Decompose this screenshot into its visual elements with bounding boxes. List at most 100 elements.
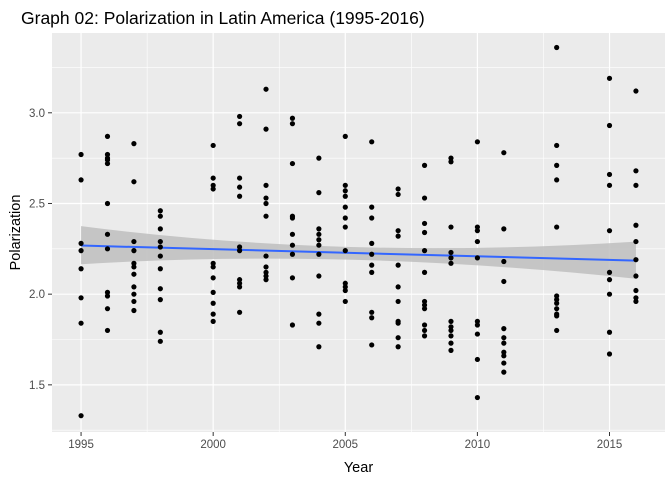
data-point bbox=[554, 313, 560, 319]
data-point bbox=[236, 121, 243, 127]
data-point bbox=[342, 204, 348, 210]
data-point bbox=[210, 142, 216, 149]
data-point bbox=[448, 224, 454, 230]
data-points bbox=[78, 44, 639, 419]
data-point bbox=[421, 269, 428, 275]
x-axis-title: Year bbox=[344, 460, 373, 476]
data-point bbox=[633, 298, 639, 305]
data-point bbox=[263, 213, 269, 219]
data-point bbox=[263, 126, 269, 132]
y-tick-label: 1.5 bbox=[29, 380, 45, 392]
data-point bbox=[263, 195, 269, 201]
data-point bbox=[236, 309, 243, 315]
data-point bbox=[448, 155, 454, 161]
data-point bbox=[474, 228, 481, 234]
data-point bbox=[369, 204, 375, 210]
data-point bbox=[501, 353, 507, 359]
data-point bbox=[289, 322, 296, 328]
data-point bbox=[633, 222, 639, 228]
data-point bbox=[369, 269, 375, 275]
data-point bbox=[131, 271, 137, 277]
data-point bbox=[157, 213, 163, 219]
data-point bbox=[263, 277, 269, 283]
data-point bbox=[236, 244, 243, 250]
data-point bbox=[104, 246, 111, 252]
data-point bbox=[263, 86, 269, 92]
data-point bbox=[369, 262, 375, 268]
data-point bbox=[395, 284, 401, 290]
data-point bbox=[131, 291, 137, 297]
data-point bbox=[554, 177, 560, 183]
data-point bbox=[474, 318, 481, 324]
x-tick-label: 2005 bbox=[332, 439, 358, 451]
x-tick-label: 2015 bbox=[597, 439, 623, 451]
data-point bbox=[236, 280, 243, 286]
data-point bbox=[421, 298, 428, 305]
data-point bbox=[131, 248, 137, 254]
data-point bbox=[448, 324, 454, 330]
data-point bbox=[104, 133, 111, 139]
data-point bbox=[157, 266, 163, 272]
data-point bbox=[474, 255, 481, 261]
data-point bbox=[263, 200, 269, 207]
data-point bbox=[501, 360, 507, 366]
data-point bbox=[289, 160, 296, 167]
data-point bbox=[157, 297, 163, 303]
data-point bbox=[289, 275, 296, 281]
data-point bbox=[131, 298, 137, 305]
data-point bbox=[421, 162, 428, 168]
plot-panel bbox=[52, 33, 665, 432]
data-point bbox=[157, 338, 163, 344]
data-point bbox=[316, 237, 322, 243]
data-point bbox=[554, 44, 560, 51]
data-point bbox=[316, 155, 322, 161]
data-point bbox=[104, 293, 111, 299]
data-point bbox=[210, 186, 216, 192]
data-point bbox=[78, 240, 84, 246]
data-point bbox=[448, 260, 454, 266]
data-point bbox=[236, 175, 243, 181]
data-point bbox=[633, 273, 639, 279]
data-point bbox=[342, 248, 348, 254]
data-point bbox=[131, 284, 137, 290]
data-point bbox=[501, 349, 507, 355]
data-point bbox=[448, 340, 454, 346]
data-point bbox=[316, 311, 322, 317]
data-point bbox=[421, 322, 428, 328]
data-point bbox=[210, 260, 216, 266]
data-point bbox=[263, 253, 269, 259]
trend-line-layer bbox=[81, 244, 636, 262]
data-point bbox=[501, 335, 507, 341]
data-point bbox=[263, 269, 269, 275]
data-point bbox=[395, 344, 401, 350]
data-point bbox=[104, 231, 111, 237]
data-point bbox=[131, 238, 137, 245]
data-point bbox=[395, 335, 401, 341]
data-point bbox=[342, 224, 348, 230]
data-point bbox=[448, 347, 454, 353]
data-point bbox=[157, 286, 163, 292]
data-point bbox=[421, 248, 428, 254]
data-point bbox=[104, 306, 111, 312]
data-point bbox=[395, 298, 401, 305]
data-point bbox=[369, 309, 375, 315]
data-point bbox=[104, 289, 111, 295]
data-point bbox=[633, 257, 639, 263]
data-point bbox=[474, 356, 481, 363]
data-point bbox=[104, 200, 111, 207]
data-point bbox=[342, 287, 348, 294]
data-point bbox=[131, 307, 137, 314]
data-point bbox=[342, 193, 348, 199]
x-tick-label: 2010 bbox=[465, 439, 491, 451]
data-point bbox=[554, 297, 560, 303]
data-point bbox=[474, 139, 481, 145]
data-point bbox=[316, 242, 322, 248]
data-point bbox=[395, 233, 401, 239]
data-point bbox=[210, 175, 216, 181]
data-point bbox=[421, 333, 428, 339]
y-tick-label: 3.0 bbox=[29, 108, 45, 120]
trend-line bbox=[81, 244, 636, 262]
data-point bbox=[78, 320, 84, 326]
data-point bbox=[263, 264, 269, 270]
